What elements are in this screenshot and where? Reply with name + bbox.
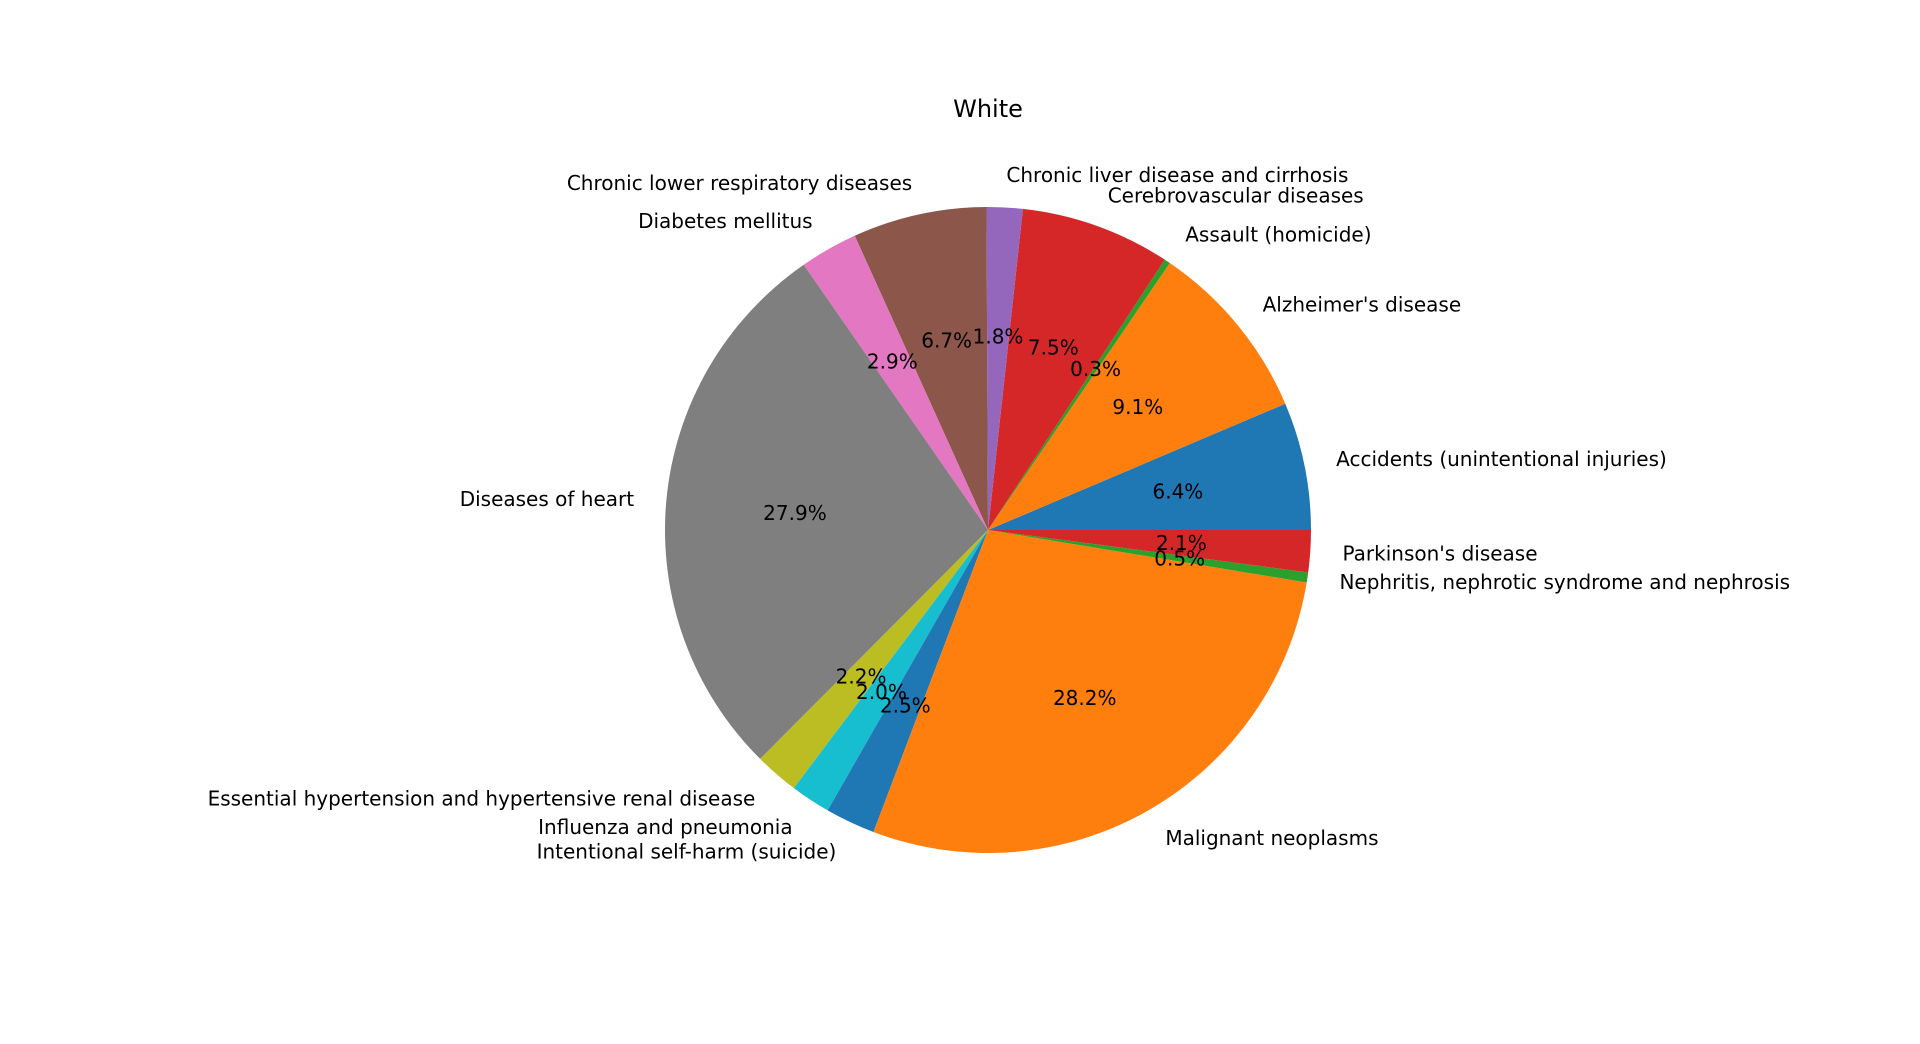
- pie-category-label: Cerebrovascular diseases: [1108, 183, 1364, 207]
- pie-percent-label: 1.8%: [973, 324, 1024, 348]
- pie-percent-label: 0.3%: [1070, 357, 1121, 381]
- pie-category-labels: Accidents (unintentional injuries) Alzhei…: [208, 163, 1790, 863]
- pie-category-label: Diseases of heart: [460, 487, 635, 511]
- pie-percent-label: 6.7%: [921, 329, 972, 353]
- pie-category-label: Intentional self-harm (suicide): [537, 839, 837, 863]
- pie-percent-label: 6.4%: [1152, 479, 1203, 503]
- pie-category-label: Accidents (unintentional injuries): [1336, 447, 1667, 471]
- pie-percent-label: 27.9%: [763, 501, 827, 525]
- pie-slice-chronic-lower-respiratory-diseases: [854, 207, 988, 530]
- pie-percent-label: 2.0%: [856, 680, 907, 704]
- pie-slice-parkinson-s-disease: [988, 530, 1311, 573]
- pie-category-label: Diabetes mellitus: [638, 209, 813, 233]
- pie-slice-cerebrovascular-diseases: [988, 208, 1165, 531]
- pie-slice-alzheimer-s-disease: [988, 263, 1286, 530]
- pie-percent-label: 28.2%: [1053, 686, 1117, 710]
- pie-category-label: Assault (homicide): [1185, 222, 1371, 246]
- pie-slices: [665, 207, 1311, 853]
- pie-category-label: Chronic lower respiratory diseases: [567, 171, 912, 195]
- pie-slice-diseases-of-heart: [665, 264, 988, 759]
- pie-percent-label: 2.5%: [880, 693, 931, 717]
- pie-percent-label: 7.5%: [1028, 336, 1079, 360]
- pie-slice-malignant-neoplasms: [873, 530, 1307, 853]
- pie-percent-labels: 6.4% 9.1% 0.3%7.5%1.8%6.7%2.9% 27.9% 2.2%2.0…: [763, 324, 1207, 717]
- pie-slice-diabetes-mellitus: [803, 235, 988, 530]
- pie-category-label: Malignant neoplasms: [1165, 826, 1378, 850]
- chart-title: White: [953, 95, 1023, 123]
- pie-category-label: Parkinson's disease: [1343, 541, 1538, 565]
- pie-category-label: Nephritis, nephrotic syndrome and nephro…: [1339, 570, 1790, 594]
- pie-slice-nephritis-nephrotic-syndrome-and-nephrosis: [988, 530, 1309, 583]
- pie-percent-label: 2.9%: [867, 349, 918, 373]
- pie-percent-label: 0.5%: [1154, 546, 1205, 570]
- pie-slice-chronic-liver-disease-and-cirrhosis: [986, 207, 1023, 531]
- pie-slice-intentional-self-harm-suicide: [827, 530, 988, 833]
- pie-category-label: Essential hypertension and hypertensive …: [208, 787, 756, 811]
- pie-percent-label: 2.2%: [836, 664, 887, 688]
- pie-percent-label: 9.1%: [1112, 395, 1163, 419]
- pie-slice-influenza-and-pneumonia: [793, 530, 988, 811]
- pie-slice-assault-homicide: [988, 259, 1170, 530]
- pie-category-label: Alzheimer's disease: [1263, 293, 1462, 317]
- pie-slice-accidents-unintentional-injuries: [988, 403, 1311, 530]
- pie-slice-essential-hypertension-and-hypertensive-renal-disease: [760, 530, 988, 789]
- pie-category-label: Influenza and pneumonia: [538, 815, 792, 839]
- pie-percent-label: 2.1%: [1156, 531, 1207, 555]
- pie-category-label: Chronic liver disease and cirrhosis: [1006, 163, 1348, 187]
